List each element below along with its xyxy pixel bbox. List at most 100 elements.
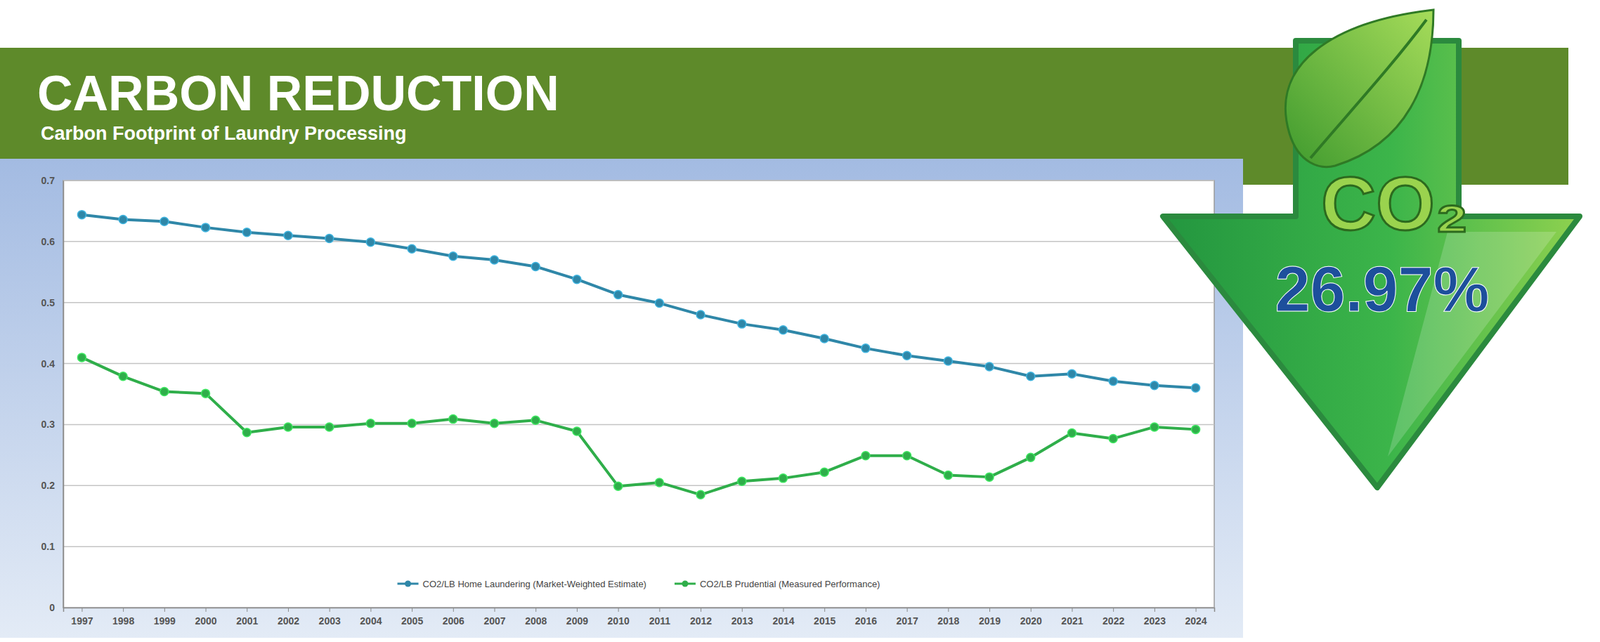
- data-point: [201, 389, 211, 398]
- data-point: [614, 482, 623, 491]
- data-point: [902, 351, 912, 360]
- tick-mark: [1071, 607, 1073, 613]
- tick-mark: [1030, 607, 1032, 613]
- x-tick: 2004: [359, 607, 382, 627]
- data-point: [1150, 423, 1159, 432]
- x-tick: 2021: [1061, 607, 1083, 627]
- grid-line: [63, 363, 1215, 365]
- data-point: [118, 372, 128, 381]
- x-tick: 2014: [772, 607, 795, 627]
- tick-mark: [742, 607, 743, 613]
- x-tick: 2000: [194, 607, 217, 627]
- leaf: [1285, 9, 1434, 168]
- x-tick: 2011: [649, 607, 672, 627]
- tick-label: 2000: [194, 615, 217, 627]
- data-point: [490, 419, 499, 428]
- data-point: [1026, 453, 1036, 462]
- data-point: [283, 231, 293, 240]
- tick-mark: [370, 607, 372, 613]
- grid-line: [63, 241, 1215, 243]
- axis-line: [63, 608, 1215, 613]
- legend-marker: [681, 581, 688, 588]
- series-line: [81, 215, 1196, 389]
- x-tick: 2005: [401, 607, 424, 627]
- tick-label: 1999: [153, 615, 176, 627]
- data-point: [449, 252, 458, 261]
- x-tick: 2015: [813, 607, 836, 627]
- tick-label: 2008: [524, 615, 547, 627]
- x-tick: 2010: [607, 607, 630, 627]
- tick-mark: [907, 607, 908, 613]
- data-point: [778, 326, 788, 335]
- x-tick: 2022: [1102, 607, 1125, 627]
- tick-mark: [947, 607, 949, 613]
- x-tick: 2003: [319, 607, 341, 627]
- x-tick: 2008: [524, 607, 547, 627]
- tick-label: 2003: [319, 615, 341, 627]
- data-point: [902, 451, 912, 461]
- y-tick: 0.7: [41, 174, 64, 187]
- tick-label: 2013: [731, 615, 754, 627]
- data-point: [531, 415, 540, 425]
- tick-mark: [865, 607, 867, 613]
- data-point: [861, 344, 870, 353]
- tick-mark: [659, 607, 660, 613]
- tick-mark: [824, 607, 825, 613]
- tick-label: 0.5: [41, 297, 56, 309]
- marks: [77, 210, 1200, 500]
- tick-mark: [576, 607, 578, 613]
- tick-label: 0.3: [41, 418, 56, 431]
- tick-label: 2009: [566, 615, 589, 627]
- y-tick: 0.6: [41, 236, 64, 248]
- data-point: [77, 353, 86, 362]
- tick-label: 2021: [1061, 615, 1083, 627]
- tick-label: 0: [49, 602, 55, 614]
- plot-area: [63, 180, 1215, 608]
- tick-mark: [1113, 607, 1114, 613]
- y-tick: 0.5: [41, 297, 64, 309]
- tick-label: 2006: [442, 615, 465, 627]
- tick-label: 0.6: [41, 236, 56, 248]
- tick-label: 2019: [978, 615, 1001, 627]
- tick-label: 2017: [896, 615, 919, 627]
- tick-mark: [494, 607, 496, 613]
- data-point: [1108, 434, 1118, 443]
- tick-label: 2020: [1020, 615, 1043, 627]
- tick-mark: [535, 607, 537, 613]
- data-point: [160, 217, 169, 226]
- legend-item: CO2/LB Home Laundering (Market-Weighted …: [397, 579, 647, 590]
- tick-label: 2010: [607, 615, 630, 627]
- data-point: [366, 419, 375, 428]
- co2-badge: CO₂26.97%: [1162, 9, 1580, 488]
- tick-label: 1997: [70, 615, 93, 627]
- tick-label: 2012: [690, 615, 712, 627]
- tick-label: 2024: [1185, 615, 1208, 627]
- data-point: [490, 255, 499, 265]
- x-tick: 1999: [153, 607, 176, 627]
- data-point: [1150, 381, 1159, 390]
- tick-label: 2014: [772, 615, 795, 627]
- tick-mark: [453, 607, 454, 613]
- data-point: [654, 299, 664, 308]
- data-point: [1191, 425, 1201, 434]
- x-tick: 2020: [1020, 607, 1043, 627]
- tick-label: 2002: [277, 615, 300, 627]
- x-tick: 2023: [1143, 607, 1166, 627]
- data-point: [1067, 429, 1076, 438]
- tick-label: 0.7: [41, 174, 56, 187]
- tick-mark: [1154, 607, 1156, 613]
- y-tick: 0.1: [41, 541, 64, 553]
- data-point: [943, 356, 953, 366]
- tick-mark: [122, 607, 124, 613]
- x-tick: 2016: [855, 607, 877, 627]
- tick-label: 2018: [937, 615, 960, 627]
- legend-label: CO2/LB Prudential (Measured Performance): [699, 579, 881, 590]
- tick-label: 2007: [483, 615, 506, 627]
- tick-label: 2016: [855, 615, 877, 627]
- data-point: [325, 423, 334, 432]
- data-point: [778, 474, 788, 483]
- data-point: [654, 478, 664, 487]
- data-point: [201, 223, 211, 232]
- x-tick: 2001: [236, 607, 258, 627]
- data-point: [696, 490, 705, 499]
